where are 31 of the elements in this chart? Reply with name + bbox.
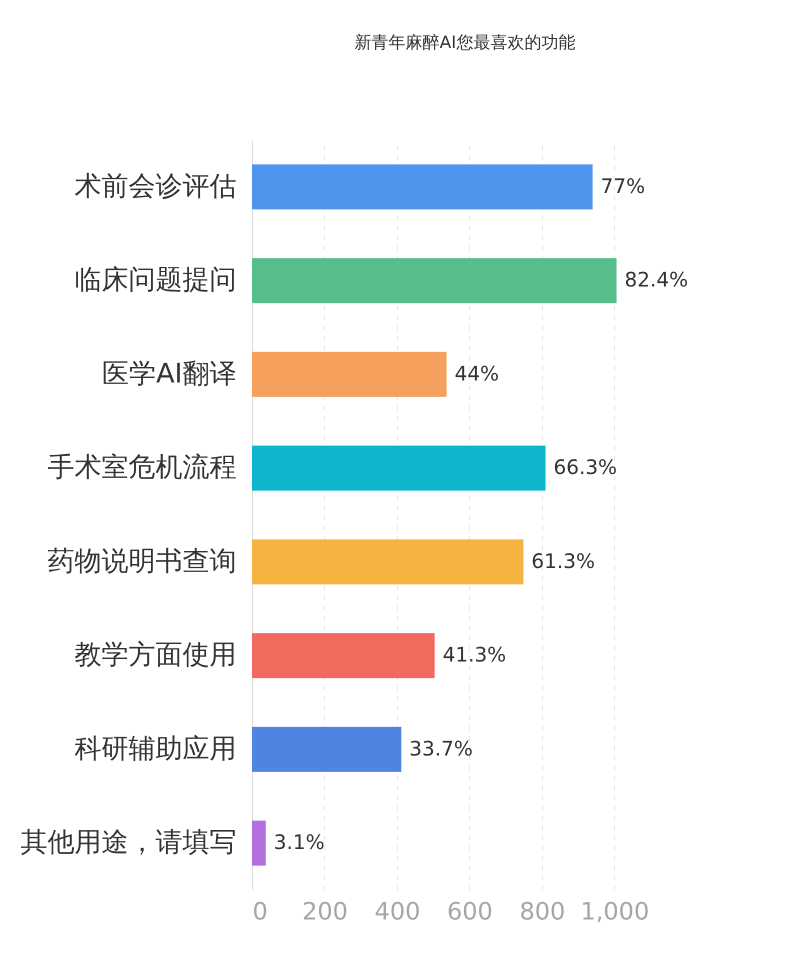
annotation: 33.7% (409, 736, 473, 760)
x-tick-label: 0 (252, 898, 268, 926)
bar (252, 446, 546, 491)
x-tick-label: 400 (374, 898, 420, 926)
y-tick-label: 药物说明书查询 (48, 546, 236, 577)
x-tick-label: 1,000 (580, 898, 650, 926)
annotation: 61.3% (531, 548, 595, 573)
y-tick-label: 科研辅助应用 (74, 733, 236, 764)
annotation: 44% (454, 361, 500, 386)
bar (252, 164, 593, 210)
bar (252, 539, 524, 584)
y-tick-label: 手术室危机流程 (48, 452, 236, 484)
y-tick-label: 医学AI翻译 (102, 358, 236, 390)
y-tick-label: 其他用途，请填写 (20, 827, 236, 858)
y-tick-label: 术前会诊评估 (74, 170, 236, 202)
bar (252, 258, 617, 304)
bar (252, 352, 447, 397)
x-tick-label: 600 (447, 898, 493, 926)
y-tick-label: 临床问题提问 (74, 264, 236, 296)
x-tick-label: 800 (519, 898, 566, 926)
annotation: 3.1% (274, 830, 325, 854)
y-tick-label: 教学方面使用 (74, 640, 236, 671)
annotation: 41.3% (442, 642, 506, 667)
bar (252, 633, 435, 678)
annotation: 77% (600, 174, 646, 198)
bar (252, 726, 402, 772)
annotation: 66.3% (554, 455, 618, 480)
x-tick-label: 200 (302, 898, 348, 926)
chart-title: 新青年麻醉AI您最喜欢的功能 (354, 33, 576, 53)
annotation: 82.4% (624, 268, 688, 292)
bar (252, 820, 266, 866)
